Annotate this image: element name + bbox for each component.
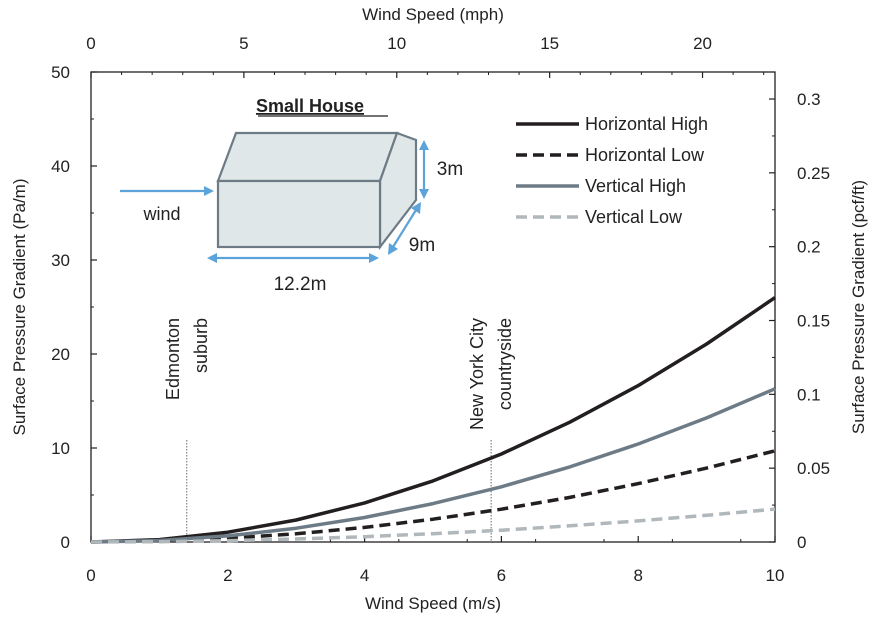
x-tick-label: 0 bbox=[86, 566, 95, 585]
marker-label: Edmonton bbox=[163, 318, 183, 400]
inset-title: Small House bbox=[256, 96, 364, 116]
plot-area bbox=[90, 71, 776, 543]
series-line bbox=[90, 296, 776, 544]
wind-arrow-head bbox=[204, 186, 214, 196]
y-tick-label: 50 bbox=[51, 63, 70, 82]
depth-arrow-head-bottom bbox=[388, 243, 398, 255]
series-line bbox=[90, 449, 776, 544]
y-tick-label: 30 bbox=[51, 251, 70, 270]
location-markers: Edmonton suburb New York City countryside bbox=[163, 318, 515, 542]
house-inset: Small House wind 12.2m 9m 3m bbox=[120, 96, 463, 295]
x2-tick-label: 10 bbox=[387, 34, 406, 53]
series-line bbox=[90, 387, 776, 544]
x-tick-label: 6 bbox=[497, 566, 506, 585]
y2-axis-ticks: 0 0.05 0.1 0.15 0.2 0.25 0.3 bbox=[769, 90, 830, 552]
y2-axis-label: Surface Pressure Gradient (pcf/ft) bbox=[849, 180, 868, 434]
x2-tick-label: 0 bbox=[86, 34, 95, 53]
marker-label: suburb bbox=[191, 318, 211, 373]
y2-tick-label: 0.2 bbox=[797, 238, 821, 257]
legend-label: Vertical High bbox=[585, 176, 686, 196]
marker-label: New York City bbox=[467, 318, 487, 430]
x2-tick-label: 20 bbox=[693, 34, 712, 53]
legend: Horizontal High Horizontal Low Vertical Hi… bbox=[516, 114, 708, 227]
x-tick-label: 2 bbox=[223, 566, 232, 585]
x-tick-label: 8 bbox=[633, 566, 642, 585]
marker-label: countryside bbox=[495, 318, 515, 410]
house-top-face bbox=[216, 131, 399, 183]
height-label: 3m bbox=[437, 159, 463, 180]
y2-tick-label: 0.15 bbox=[797, 312, 830, 331]
length-label: 12.2m bbox=[274, 274, 327, 295]
x-tick-label: 4 bbox=[360, 566, 369, 585]
y2-tick-label: 0.1 bbox=[797, 385, 821, 404]
height-arrow-head-bottom bbox=[419, 189, 429, 199]
x-tick-label: 10 bbox=[766, 566, 785, 585]
x2-tick-label: 15 bbox=[540, 34, 559, 53]
y-axis-label: Surface Pressure Gradient (Pa/m) bbox=[10, 179, 29, 436]
y-tick-label: 40 bbox=[51, 157, 70, 176]
y2-tick-label: 0.05 bbox=[797, 459, 830, 478]
legend-label: Vertical Low bbox=[585, 207, 683, 227]
depth-label: 9m bbox=[409, 235, 435, 256]
x2-axis-label: Wind Speed (mph) bbox=[362, 5, 504, 24]
y-tick-label: 10 bbox=[51, 439, 70, 458]
y-axis-ticks: 0 10 20 30 40 50 bbox=[51, 63, 97, 552]
y2-tick-label: 0.3 bbox=[797, 90, 821, 109]
data-series bbox=[90, 296, 776, 544]
height-arrow-head-top bbox=[419, 140, 429, 150]
depth-arrow-head-top bbox=[411, 202, 421, 214]
length-arrow-head-left bbox=[207, 253, 217, 263]
x-axis-label: Wind Speed (m/s) bbox=[365, 594, 501, 613]
house-front-face bbox=[216, 179, 382, 249]
legend-label: Horizontal Low bbox=[585, 145, 705, 165]
y2-tick-label: 0 bbox=[797, 533, 806, 552]
depth-dimension-arrow bbox=[392, 209, 417, 248]
y2-tick-label: 0.25 bbox=[797, 164, 830, 183]
x-axis-ticks: 0 2 4 6 8 10 bbox=[86, 536, 784, 585]
wind-label: wind bbox=[142, 204, 180, 224]
x2-tick-label: 5 bbox=[239, 34, 248, 53]
length-arrow-head-right bbox=[369, 253, 379, 263]
y-tick-label: 20 bbox=[51, 345, 70, 364]
series-line bbox=[90, 507, 776, 544]
legend-label: Horizontal High bbox=[585, 114, 708, 134]
x2-axis-ticks: 0 5 10 15 20 bbox=[86, 34, 765, 78]
y-tick-label: 0 bbox=[61, 533, 70, 552]
